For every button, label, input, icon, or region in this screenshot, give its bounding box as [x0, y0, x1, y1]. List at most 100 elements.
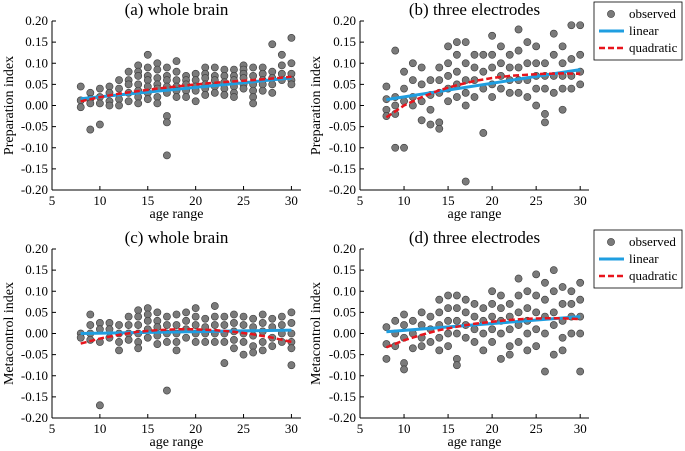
observed-point [400, 143, 408, 152]
observed-point [576, 50, 585, 59]
observed-point [461, 101, 470, 110]
observed-point [268, 80, 277, 89]
x-axis-label: age range [149, 435, 203, 450]
observed-point [86, 321, 95, 329]
y-axis-label: Metacontrol index [309, 282, 324, 385]
observed-point [172, 310, 181, 319]
observed-point [134, 99, 143, 108]
observed-point [115, 101, 123, 110]
observed-point [470, 312, 479, 321]
observed-point [461, 59, 470, 68]
observed-point [172, 57, 181, 66]
observed-point [249, 72, 258, 80]
observed-point [541, 118, 549, 127]
observed-point [541, 110, 549, 118]
observed-point [514, 274, 523, 283]
observed-point [541, 329, 549, 338]
observed-point [541, 59, 549, 68]
observed-point [444, 291, 452, 300]
observed-point [479, 304, 488, 313]
y-tick-label: -0.20 [329, 410, 356, 425]
observed-point [558, 283, 567, 291]
observed-point [435, 76, 444, 85]
observed-point [239, 321, 248, 329]
legend-label-observed: observed [629, 6, 676, 21]
observed-point [163, 118, 171, 127]
observed-point [143, 50, 152, 59]
observed-point [239, 84, 248, 93]
observed-point [417, 116, 426, 125]
observed-point [576, 295, 585, 304]
observed-point [230, 335, 238, 344]
observed-point [182, 316, 190, 325]
observed-point [558, 84, 567, 93]
observed-point [182, 308, 190, 317]
observed-point [163, 151, 171, 160]
observed-point [532, 84, 541, 93]
observed-point [444, 72, 452, 80]
observed-point [134, 312, 143, 321]
observed-point [497, 59, 505, 68]
observed-point [444, 342, 452, 351]
observed-point [435, 63, 444, 72]
observed-point [576, 21, 585, 30]
observed-point [239, 338, 248, 346]
observed-point [461, 295, 470, 304]
observed-point [95, 84, 104, 93]
y-tick-label: -0.15 [21, 389, 48, 404]
observed-point [268, 342, 277, 351]
x-tick-label: 5 [49, 193, 56, 208]
observed-point [124, 97, 133, 106]
observed-point [549, 50, 558, 59]
observed-point [452, 93, 461, 101]
observed-point [201, 338, 210, 346]
observed-point [505, 63, 514, 72]
observed-point [134, 344, 143, 353]
observed-point [523, 93, 532, 101]
observed-point [435, 346, 444, 355]
observed-point [558, 346, 567, 355]
observed-point [249, 348, 258, 357]
x-tick-label: 10 [398, 421, 411, 436]
observed-point [163, 321, 171, 329]
observed-point [153, 65, 162, 74]
y-tick-label: 0.05 [333, 76, 356, 91]
observed-point [210, 302, 219, 310]
linear-fit-line [80, 76, 292, 101]
observed-point [76, 333, 85, 342]
observed-point [532, 101, 541, 110]
observed-point [558, 42, 567, 51]
observed-point [567, 287, 576, 296]
observed-point [523, 59, 532, 68]
legend-label-quadratic: quadratic [629, 268, 678, 283]
chart-title: (a) whole brain [125, 0, 229, 19]
observed-point [201, 91, 210, 99]
y-tick-label: -0.20 [21, 182, 48, 197]
legend-label-linear: linear [629, 251, 659, 266]
observed-point [549, 308, 558, 317]
observed-point [567, 21, 576, 30]
observed-point [220, 338, 229, 346]
y-tick-label: 0.05 [25, 304, 48, 319]
observed-point [163, 386, 171, 395]
y-tick-label: 0.00 [25, 326, 48, 341]
observed-point [514, 63, 523, 72]
observed-point [461, 308, 470, 317]
observed-point [567, 329, 576, 338]
observed-point [172, 67, 181, 76]
observed-point [497, 291, 505, 300]
observed-point [124, 312, 133, 321]
observed-point [444, 316, 452, 325]
observed-point [172, 93, 181, 101]
observed-point [86, 99, 95, 108]
x-tick-label: 15 [141, 421, 154, 436]
observed-point [576, 329, 585, 338]
observed-point [153, 340, 162, 348]
observed-point [470, 63, 479, 72]
x-tick-label: 10 [93, 421, 106, 436]
x-tick-label: 25 [530, 193, 543, 208]
observed-point [505, 342, 514, 351]
y-tick-label: -0.10 [21, 368, 48, 383]
observed-point [444, 42, 452, 51]
